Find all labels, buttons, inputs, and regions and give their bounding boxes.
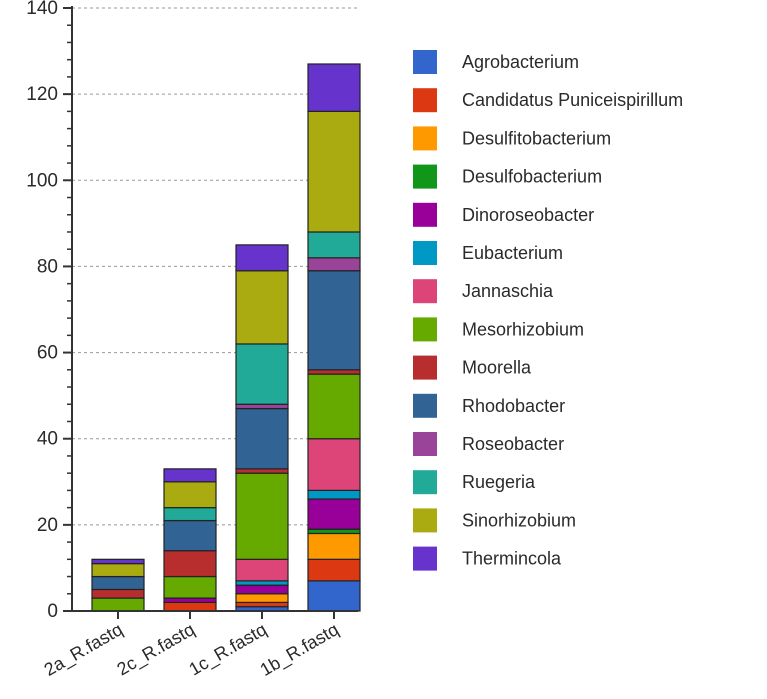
bar-segment-sinorhizobium <box>235 270 289 345</box>
legend-swatch <box>413 202 437 227</box>
legend-label: Dinoroseobacter <box>462 205 594 225</box>
bar-segment-ruegeria <box>307 231 361 259</box>
bar-segment-thermincola <box>235 244 289 272</box>
bar-segment-agrobacterium <box>307 580 361 612</box>
bar-segment-rhodobacter <box>91 575 145 591</box>
legend-label: Desulfitobacterium <box>462 128 611 148</box>
legend-swatch <box>413 470 437 495</box>
bars <box>91 63 361 612</box>
legend-label: Moorella <box>462 358 532 378</box>
bar-segment-candidatus-puniceispirillum <box>235 601 289 608</box>
bar-segment-mesorhizobium <box>235 472 289 560</box>
axes <box>71 6 358 612</box>
legend-swatch <box>413 279 437 304</box>
legend-label: Eubacterium <box>462 243 563 263</box>
bar-segment-dinoroseobacter <box>163 597 217 603</box>
y-tick-label: 0 <box>47 601 58 622</box>
y-tick-label: 60 <box>37 343 58 364</box>
bar-segment-desulfitobacterium <box>307 532 361 560</box>
bar-segment-thermincola <box>307 63 361 112</box>
y-tick-label: 120 <box>26 84 58 105</box>
legend-label: Desulfobacterium <box>462 167 602 187</box>
legend-label: Candidatus Puniceispirillum <box>462 90 683 110</box>
bar-segment-desulfobacterium <box>307 528 361 535</box>
bar-segment-rhodobacter <box>307 270 361 371</box>
y-axis-ticks: 0 20 40 60 80 100 120 140 <box>26 0 72 622</box>
legend-label: Thermincola <box>462 549 562 569</box>
legend-label: Rhodobacter <box>462 396 565 416</box>
x-category-label: 1c_R.fastq <box>185 619 270 680</box>
bar-segment-roseobacter <box>235 403 289 410</box>
legend-swatch <box>413 432 437 456</box>
legend-swatch <box>413 317 437 342</box>
bar-segment-thermincola <box>163 468 217 483</box>
x-category-label: 1b_R.fastq <box>257 619 343 681</box>
legend-swatch <box>413 508 437 533</box>
legend-swatch <box>413 355 437 380</box>
bar-segment-candidatus-puniceispirillum <box>163 601 217 612</box>
y-tick-label: 140 <box>26 0 58 19</box>
x-category-label: 2a_R.fastq <box>41 619 127 681</box>
bar-segment-jannaschia <box>235 558 289 582</box>
bar-segment-roseobacter <box>307 257 361 272</box>
bar-segment-thermincola <box>91 558 145 565</box>
bar-segment-mesorhizobium <box>307 373 361 440</box>
bar-segment-moorella <box>91 588 145 599</box>
bar-segment-jannaschia <box>307 438 361 492</box>
legend-label: Sinorhizobium <box>462 510 576 530</box>
bar-segment-eubacterium <box>307 489 361 500</box>
bar-segment-moorella <box>307 369 361 375</box>
legend-label: Jannaschia <box>462 281 554 301</box>
y-tick-label: 100 <box>26 170 58 191</box>
bar-segment-sinorhizobium <box>91 563 145 578</box>
bar-segment-sinorhizobium <box>307 110 361 233</box>
legend-swatch <box>413 88 437 113</box>
y-tick-label: 40 <box>37 429 58 450</box>
bar-segment-moorella <box>163 550 217 578</box>
x-category-label: 2c_R.fastq <box>113 619 198 680</box>
legend-label: Ruegeria <box>462 472 536 492</box>
bar-segment-dinoroseobacter <box>307 498 361 530</box>
y-tick-label: 20 <box>37 515 58 536</box>
y-tick-label: 80 <box>37 256 58 277</box>
bar-segment-moorella <box>235 468 289 474</box>
legend-label: Agrobacterium <box>462 52 579 72</box>
bar-segment-sinorhizobium <box>163 481 217 509</box>
legend-label: Mesorhizobium <box>462 319 584 339</box>
legend: Agrobacterium Candidatus Puniceispirillum… <box>413 50 683 571</box>
legend-swatch <box>413 164 437 189</box>
legend-swatch <box>413 50 437 74</box>
bar-segment-dinoroseobacter <box>235 584 289 595</box>
bar-segment-eubacterium <box>235 580 289 586</box>
bar-segment-desulfitobacterium <box>235 593 289 603</box>
bar-segment-rhodobacter <box>163 519 217 552</box>
legend-swatch <box>413 241 437 265</box>
bar-segment-mesorhizobium <box>91 597 145 612</box>
legend-label: Roseobacter <box>462 434 564 454</box>
bar-segment-candidatus-puniceispirillum <box>307 558 361 582</box>
bar-segment-rhodobacter <box>235 407 289 470</box>
legend-swatch <box>413 126 437 151</box>
legend-swatch <box>413 393 437 418</box>
bar-segment-ruegeria <box>163 507 217 522</box>
legend-swatch <box>413 546 437 571</box>
bar-segment-ruegeria <box>235 343 289 405</box>
bar-segment-mesorhizobium <box>163 575 217 599</box>
